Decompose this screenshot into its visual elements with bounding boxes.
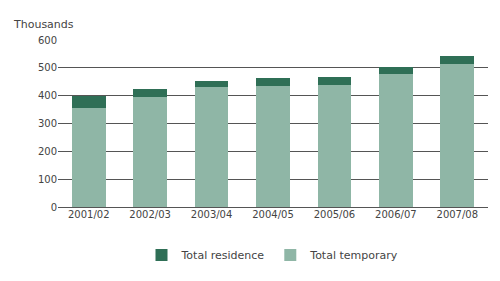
svg-text:2002/03: 2002/03 [129, 209, 171, 220]
svg-text:Thousands: Thousands [13, 18, 74, 31]
svg-text:Total temporary: Total temporary [309, 249, 397, 262]
svg-text:2003/04: 2003/04 [191, 209, 233, 220]
svg-text:100: 100 [38, 174, 57, 185]
svg-text:2005/06: 2005/06 [314, 209, 356, 220]
svg-text:500: 500 [38, 62, 57, 73]
svg-text:2001/02: 2001/02 [68, 209, 110, 220]
svg-text:2006/07: 2006/07 [375, 209, 417, 220]
svg-text:300: 300 [38, 118, 57, 129]
svg-text:Total residence: Total residence [181, 249, 265, 262]
svg-text:400: 400 [38, 90, 57, 101]
svg-text:600: 600 [38, 35, 57, 46]
svg-text:200: 200 [38, 146, 57, 157]
svg-text:2004/05: 2004/05 [252, 209, 294, 220]
svg-text:2007/08: 2007/08 [437, 209, 479, 220]
svg-text:0: 0 [51, 202, 57, 213]
